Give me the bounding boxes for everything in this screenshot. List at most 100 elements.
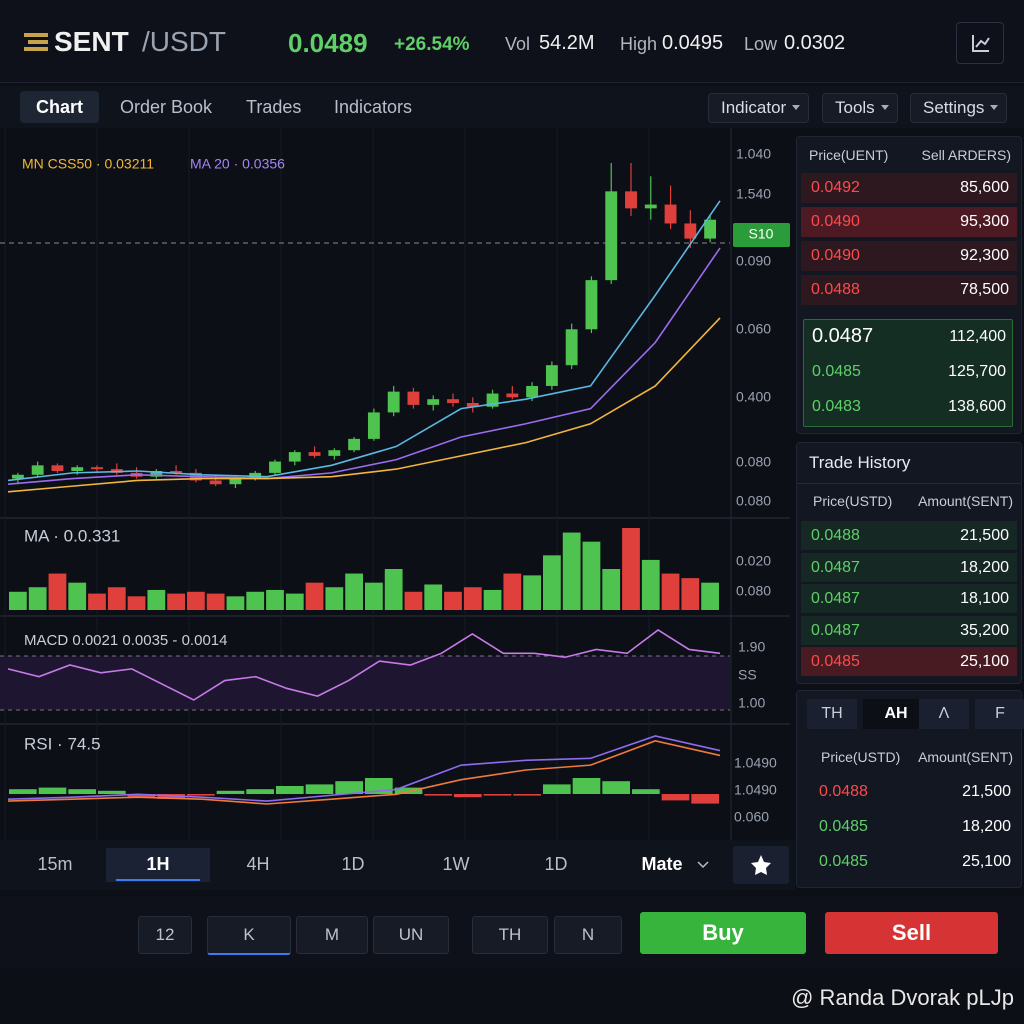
y-tick-label: 0.060 (736, 321, 771, 337)
trade-history: Trade History Price(USTD) Amount(SENT) 0.04… (796, 442, 1022, 684)
rsi-bar (572, 778, 601, 794)
volume-bar (285, 593, 304, 610)
divider (797, 483, 1021, 484)
trades-panel: TH AH Λ F Price(USTD) Amount(SENT) 0.0488 21,50… (796, 690, 1024, 888)
toolbar-button[interactable]: UN (373, 916, 449, 954)
candle-body (664, 204, 677, 224)
volume-bar (404, 591, 423, 610)
y-tick-label: 0.080 (736, 583, 771, 599)
volume-bar (246, 591, 265, 610)
trade-price: 0.0485 (811, 653, 860, 670)
volume-bar (483, 589, 502, 610)
ask-row[interactable]: 0.0490 92,300 (801, 241, 1017, 271)
toolbar-button[interactable]: 12 (138, 916, 192, 954)
y-tick-label: 0.080 (736, 493, 771, 509)
bid-amount: 112,400 (949, 328, 1006, 345)
chart-icon[interactable] (956, 22, 1004, 64)
y-tick-label: 0.020 (736, 553, 771, 569)
volume-bar (127, 596, 146, 610)
volume-bar (543, 555, 561, 610)
column-header: Price(USTD) (813, 493, 893, 509)
timeframe: 15m (37, 854, 72, 874)
toolbar-button[interactable]: M (296, 916, 368, 954)
candle-body (367, 412, 380, 439)
candle-body (209, 480, 222, 485)
toolbar-button[interactable]: TH (472, 916, 548, 954)
legend-label: MN CSS50 · 0.03211 (22, 156, 154, 172)
y-tick-label: 1.00 (738, 695, 765, 711)
panel-tab[interactable]: F (975, 699, 1024, 729)
rsi-bar (68, 789, 96, 794)
price-tag (733, 223, 790, 247)
rsi-line (7, 735, 721, 802)
macd-line (7, 629, 721, 701)
timeframe: 1D (544, 854, 567, 874)
ask-amount: 85,600 (960, 179, 1009, 196)
panel-title: Trade History (809, 453, 911, 472)
volume-bar (167, 593, 185, 610)
panel-tab[interactable]: TH (807, 699, 857, 729)
rsi-bar (543, 784, 571, 794)
tab[interactable]: Trades (246, 97, 302, 117)
ask-row[interactable]: 0.0490 95,300 (801, 207, 1017, 237)
ask-row[interactable]: 0.0488 78,500 (801, 275, 1017, 305)
candle-body (625, 191, 637, 209)
sell-button[interactable]: Sell (825, 912, 998, 954)
y-tick-label: 1.0490 (734, 782, 777, 798)
candle-body (91, 467, 103, 470)
tab[interactable]: Chart (20, 91, 100, 123)
toolbar-button[interactable]: N (554, 916, 622, 954)
base: SENT (54, 26, 129, 57)
tab[interactable]: Indicators (334, 97, 413, 117)
buy-button[interactable]: Buy (640, 912, 806, 954)
rsi-bar (483, 794, 512, 796)
high: 0.0495 (662, 32, 724, 54)
panel-tab[interactable]: AH (863, 699, 929, 729)
ask-price: 0.0488 (811, 281, 860, 298)
rsi-bar (9, 789, 37, 794)
y-tick-label: 1.040 (736, 146, 771, 162)
rsi-bar (602, 781, 630, 794)
candle-body (447, 399, 459, 403)
volume-bar (523, 575, 541, 610)
trade-amount: 18,100 (960, 590, 1009, 607)
rsi-bar (305, 784, 334, 794)
rsi-bar (454, 794, 482, 798)
toolbar-button[interactable]: K (207, 916, 291, 955)
candle-body (11, 474, 24, 479)
y-tick-label: 0.400 (736, 389, 771, 405)
trade-price: 0.0485 (819, 818, 868, 835)
volume-bar (88, 593, 106, 610)
trade-row: 0.0487 18,100 (801, 584, 1017, 613)
rsi-bar (691, 794, 719, 804)
bid-amount: 125,700 (948, 363, 1006, 380)
volume-bar (28, 587, 47, 610)
legend-label: MA 20 · 0.0356 (190, 156, 285, 172)
bid-amount: 138,600 (948, 398, 1006, 415)
bid-row[interactable]: 0.0487 112,400 (804, 320, 1012, 354)
y-tick-label: 0.080 (736, 454, 771, 470)
dropdown[interactable]: Indicator (708, 93, 810, 123)
rsi-bar (276, 786, 304, 794)
candle-body (348, 438, 361, 451)
dropdown[interactable]: Tools (822, 93, 898, 123)
column-header: Amount(SENT) (918, 749, 1013, 765)
tab[interactable]: Order Book (120, 97, 213, 117)
timeframe-active (106, 848, 210, 882)
trade-row: 0.0485 25,100 (801, 647, 1017, 676)
timeframe: 1H (146, 854, 169, 874)
panel-tab[interactable]: Λ (919, 699, 969, 729)
bid-row[interactable]: 0.0483 138,600 (804, 390, 1012, 424)
column-header: Amount(SENT) (918, 493, 1013, 509)
ask-row[interactable]: 0.0492 85,600 (801, 173, 1017, 203)
column-header: Price(UENT) (809, 147, 889, 163)
bid-price: 0.0485 (812, 363, 861, 380)
dropdown[interactable]: Settings (910, 93, 1008, 123)
candle-body (427, 399, 440, 405)
trade-amount: 25,100 (962, 853, 1011, 870)
volume-bar (641, 559, 660, 610)
ma-line (7, 317, 721, 493)
trade-price: 0.0487 (811, 558, 860, 576)
bid-row[interactable]: 0.0485 125,700 (804, 355, 1012, 389)
volume-bar (365, 582, 383, 610)
